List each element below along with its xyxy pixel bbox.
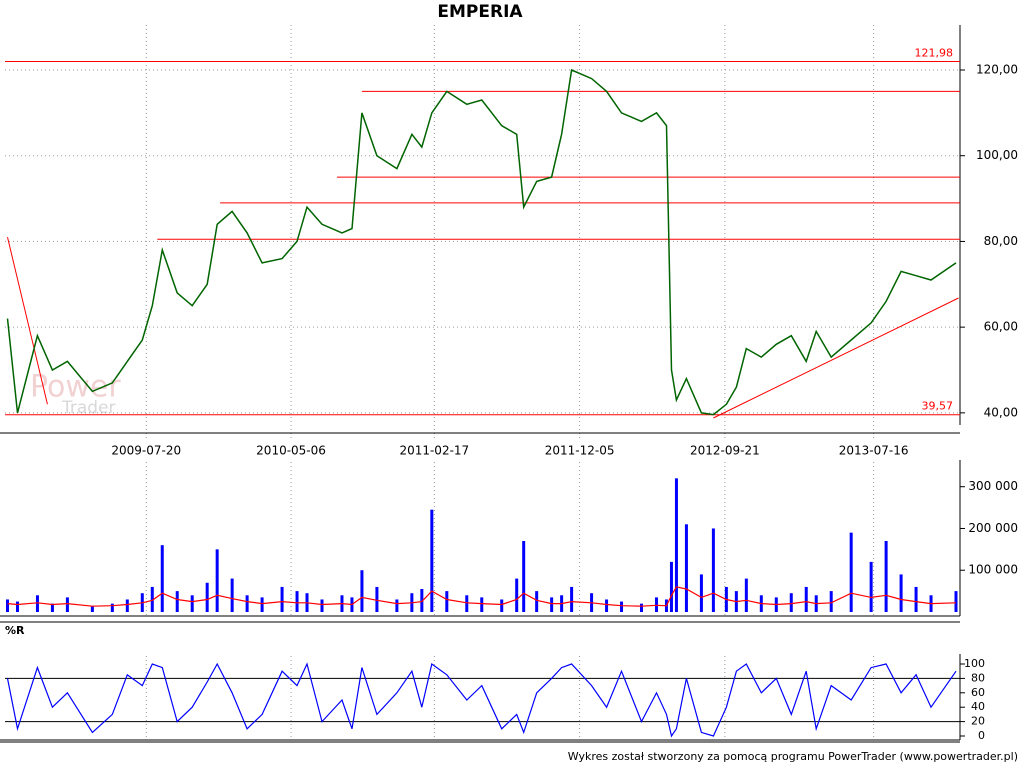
volume-bar bbox=[395, 599, 399, 612]
volume-bar bbox=[110, 603, 114, 612]
series-line bbox=[7, 586, 957, 607]
volume-bar bbox=[90, 605, 94, 612]
volume-bar bbox=[829, 591, 833, 612]
volume-bar bbox=[620, 601, 624, 612]
volume-bar bbox=[522, 541, 526, 612]
volume-bar bbox=[65, 597, 69, 612]
volume-bar bbox=[465, 595, 469, 612]
series-line bbox=[6, 68, 957, 416]
volume-bar bbox=[515, 578, 519, 612]
series-line bbox=[6, 662, 957, 738]
volume-bar bbox=[804, 586, 808, 612]
panel-title: %R bbox=[5, 624, 25, 637]
volume-bar bbox=[869, 561, 873, 612]
volume-bar bbox=[295, 591, 299, 612]
footer: Wykres został stworzony za pomocą progra… bbox=[568, 750, 1018, 763]
volume-bar bbox=[35, 595, 39, 612]
volume-bar bbox=[550, 597, 554, 612]
volume-bar bbox=[684, 524, 688, 612]
volume-bar bbox=[884, 541, 888, 612]
volume-bar bbox=[375, 586, 379, 612]
level-label: 121,98 bbox=[915, 47, 954, 60]
volume-bar bbox=[320, 599, 324, 612]
volume-bar bbox=[5, 599, 9, 612]
volume-bar bbox=[711, 528, 715, 612]
volume-bar bbox=[535, 591, 539, 612]
volume-bar bbox=[654, 597, 658, 612]
trend-line bbox=[7, 237, 48, 405]
y-tick-label: 120,00 bbox=[976, 63, 1018, 77]
volume-bar bbox=[744, 578, 748, 612]
volume-bar bbox=[360, 570, 364, 612]
volume-bar bbox=[570, 586, 574, 612]
x-tick-label: 2012-09-21 bbox=[690, 444, 760, 458]
y-tick-label: 80,00 bbox=[984, 234, 1018, 248]
y-tick-label: 0 bbox=[978, 729, 985, 742]
y-tick-label: 200 000 bbox=[968, 521, 1018, 535]
volume-bar bbox=[420, 589, 424, 612]
y-tick-label: 60,00 bbox=[984, 320, 1018, 334]
volume-bar bbox=[954, 591, 958, 612]
volume-bar bbox=[215, 549, 219, 612]
level-label: 39,57 bbox=[922, 400, 954, 413]
watermark: Power bbox=[30, 370, 121, 405]
volume-bar bbox=[430, 509, 434, 612]
x-tick-label: 2011-12-05 bbox=[545, 444, 615, 458]
volume-bar bbox=[669, 561, 673, 612]
y-tick-label: 100 bbox=[964, 657, 985, 670]
y-tick-label: 100,00 bbox=[976, 148, 1018, 162]
volume-bar bbox=[849, 532, 853, 612]
x-tick-label: 2011-02-17 bbox=[399, 444, 469, 458]
y-tick-label: 300 000 bbox=[968, 479, 1018, 493]
chart-title: EMPERIA bbox=[437, 2, 523, 22]
volume-bar bbox=[190, 595, 194, 612]
volume-bar bbox=[15, 601, 19, 612]
x-tick-label: 2010-05-06 bbox=[256, 444, 326, 458]
volume-bar bbox=[150, 586, 154, 612]
volume-bar bbox=[674, 478, 678, 612]
y-tick-label: 80 bbox=[971, 671, 985, 684]
volume-bar bbox=[789, 593, 793, 612]
volume-bar bbox=[260, 597, 264, 612]
y-tick-label: 100 000 bbox=[968, 563, 1018, 577]
volume-bar bbox=[175, 591, 179, 612]
volume-bar bbox=[480, 597, 484, 612]
trend-line bbox=[713, 297, 959, 419]
y-tick-label: 40 bbox=[971, 700, 985, 713]
volume-bar bbox=[125, 599, 129, 612]
volume-bar bbox=[699, 574, 703, 612]
y-tick-label: 20 bbox=[971, 715, 985, 728]
volume-bar bbox=[280, 586, 284, 612]
volume-bar bbox=[640, 603, 644, 612]
y-tick-label: 40,00 bbox=[984, 405, 1018, 419]
x-tick-label: 2013-07-16 bbox=[839, 444, 909, 458]
volume-bar bbox=[205, 582, 209, 612]
volume-bar bbox=[160, 545, 164, 612]
volume-bar bbox=[230, 578, 234, 612]
volume-bar bbox=[914, 586, 918, 612]
volume-bar bbox=[605, 599, 609, 612]
y-tick-label: 60 bbox=[971, 686, 985, 699]
volume-bar bbox=[50, 603, 54, 612]
volume-bar bbox=[500, 599, 504, 612]
volume-bar bbox=[899, 574, 903, 612]
volume-bar bbox=[245, 595, 249, 612]
x-tick-label: 2009-07-20 bbox=[111, 444, 181, 458]
volume-bar bbox=[445, 591, 449, 612]
